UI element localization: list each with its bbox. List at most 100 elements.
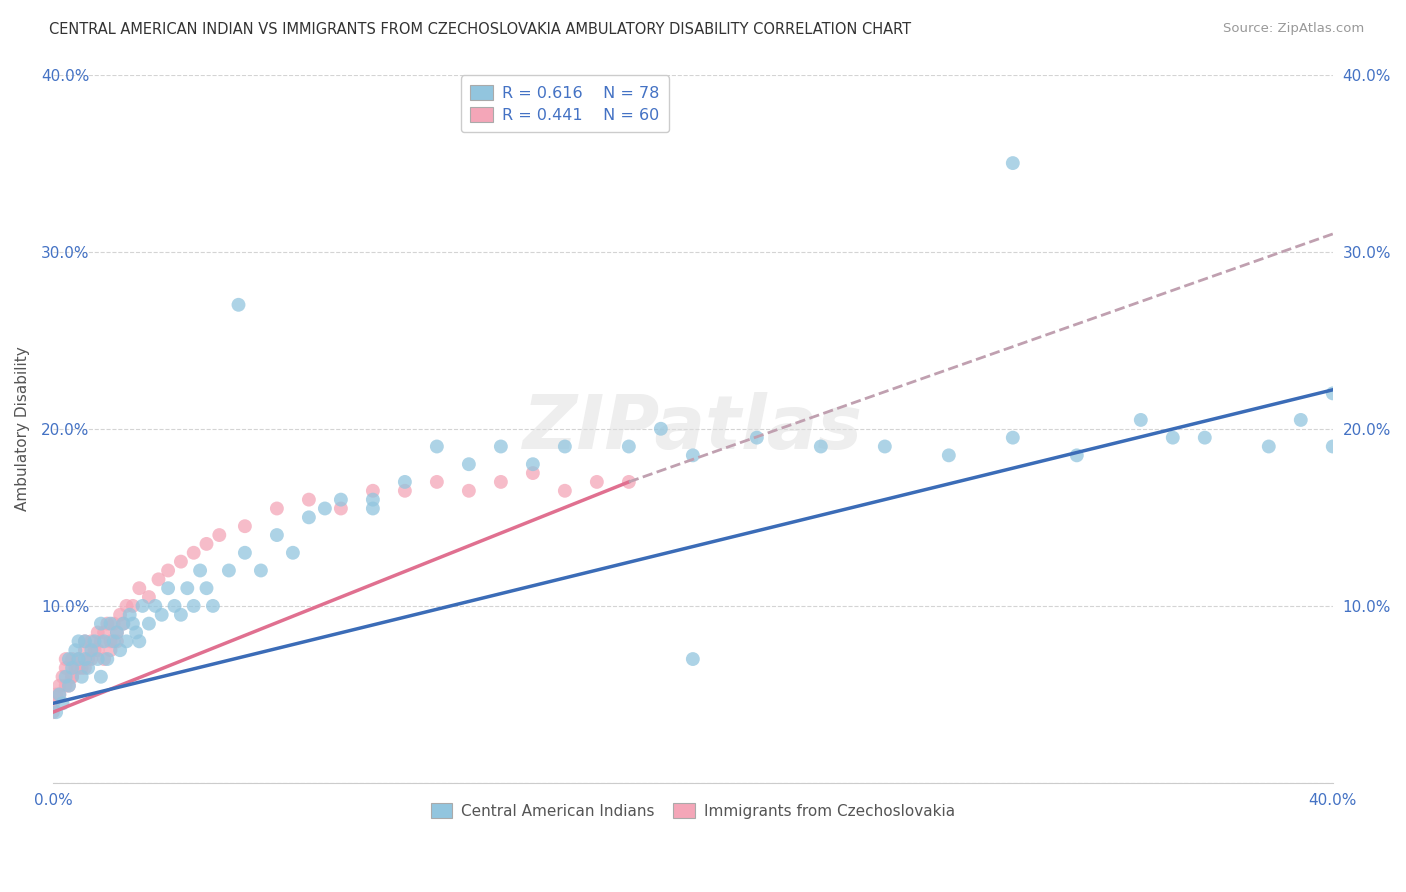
Point (314, 501, 336, 516)
Point (58, 679, 80, 693)
Point (45, 688, 67, 702)
Point (394, 483, 416, 498)
Point (266, 528, 288, 542)
Point (938, 448, 960, 462)
Point (51, 670, 73, 684)
Point (67, 652, 90, 666)
Point (67, 652, 90, 666)
Point (93, 625, 115, 640)
Point (55, 652, 77, 666)
Point (100, 643, 122, 657)
Point (163, 599, 186, 613)
Point (394, 475, 416, 489)
Point (873, 440, 896, 454)
Point (83, 634, 105, 648)
Point (170, 607, 193, 622)
Point (93, 634, 115, 648)
Point (73, 652, 96, 666)
Point (554, 440, 576, 454)
Point (361, 483, 384, 498)
Point (55, 679, 77, 693)
Point (457, 457, 479, 471)
Point (45, 705, 67, 719)
Point (73, 643, 96, 657)
Point (108, 607, 131, 622)
Text: ZIPatlas: ZIPatlas (523, 392, 863, 466)
Point (1001, 431, 1024, 445)
Point (93, 652, 115, 666)
Point (1066, 448, 1088, 462)
Point (522, 457, 544, 471)
Point (90, 616, 112, 631)
Text: Source: ZipAtlas.com: Source: ZipAtlas.com (1223, 22, 1364, 36)
Point (1289, 413, 1312, 427)
Point (586, 475, 609, 489)
Point (298, 510, 321, 524)
Point (77, 661, 100, 675)
Point (150, 607, 173, 622)
Point (115, 599, 138, 613)
Point (103, 634, 125, 648)
Point (118, 607, 141, 622)
Point (617, 475, 640, 489)
Point (42, 696, 65, 710)
Point (96, 616, 118, 631)
Text: CENTRAL AMERICAN INDIAN VS IMMIGRANTS FROM CZECHOSLOVAKIA AMBULATORY DISABILITY : CENTRAL AMERICAN INDIAN VS IMMIGRANTS FR… (49, 22, 911, 37)
Point (42, 705, 65, 719)
Point (48, 679, 70, 693)
Point (554, 483, 576, 498)
Point (250, 564, 273, 578)
Point (143, 599, 166, 613)
Point (1161, 431, 1184, 445)
Point (128, 581, 150, 595)
Point (100, 616, 122, 631)
Point (329, 501, 352, 516)
Point (105, 625, 128, 640)
Point (218, 564, 240, 578)
Point (426, 440, 449, 454)
Point (60, 652, 83, 666)
Point (58, 679, 80, 693)
Point (103, 616, 125, 631)
Point (65, 661, 87, 675)
Point (86, 625, 108, 640)
Point (157, 581, 180, 595)
Point (1194, 431, 1216, 445)
Point (176, 581, 198, 595)
Point (1257, 440, 1279, 454)
Point (90, 634, 112, 648)
Point (105, 625, 128, 640)
Point (745, 431, 768, 445)
Point (80, 652, 103, 666)
Point (131, 599, 153, 613)
Point (83, 643, 105, 657)
Point (183, 546, 205, 560)
Point (73, 634, 96, 648)
Point (457, 483, 479, 498)
Point (100, 634, 122, 648)
Point (682, 652, 704, 666)
Point (682, 448, 704, 462)
Point (122, 599, 145, 613)
Point (361, 501, 384, 516)
Point (128, 634, 150, 648)
Point (266, 501, 288, 516)
Point (122, 616, 145, 631)
Point (1129, 413, 1152, 427)
Point (298, 492, 321, 507)
Point (170, 555, 193, 569)
Point (188, 564, 211, 578)
Point (70, 661, 93, 675)
Point (90, 670, 112, 684)
Point (70, 670, 93, 684)
Point (650, 422, 672, 436)
Point (148, 572, 170, 586)
Point (105, 634, 128, 648)
Point (195, 581, 218, 595)
Legend: Central American Indians, Immigrants from Czechoslovakia: Central American Indians, Immigrants fro… (425, 797, 960, 825)
Point (65, 643, 87, 657)
Point (233, 546, 256, 560)
Point (138, 616, 160, 631)
Point (112, 616, 135, 631)
Point (58, 652, 80, 666)
